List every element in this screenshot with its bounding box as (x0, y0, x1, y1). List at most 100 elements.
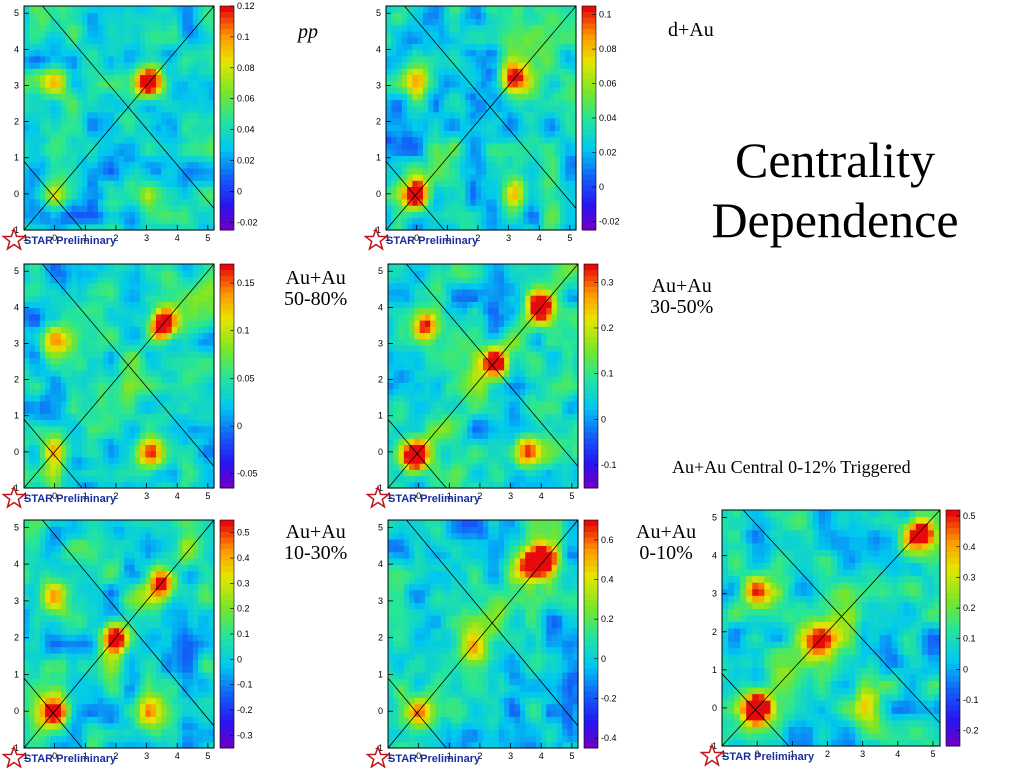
heatmap-cell (456, 344, 463, 352)
heatmap-cell (124, 86, 131, 94)
colorbar-segment (582, 6, 596, 13)
heatmap-cell (451, 369, 458, 377)
heatmap-cell (97, 407, 104, 414)
heatmap-cell (409, 413, 415, 421)
heatmap-cell (171, 301, 178, 309)
heatmap-cell (34, 12, 41, 20)
heatmap-cell (570, 18, 577, 26)
heatmap-cell (150, 130, 157, 138)
heatmap-cell (177, 149, 183, 156)
heatmap-cell (403, 357, 410, 365)
heatmap-cell (444, 99, 450, 107)
heatmap-cell (446, 270, 452, 278)
heatmap-cell (560, 93, 567, 100)
heatmap-cell (393, 481, 400, 489)
heatmap-cell (544, 198, 551, 206)
heatmap-cell (76, 161, 83, 169)
heatmap-cell (92, 388, 99, 396)
heatmap-cell (97, 68, 104, 76)
heatmap-cell (449, 149, 456, 156)
heatmap-cell (29, 456, 36, 464)
colorbar-segment (582, 151, 596, 158)
heatmap-cell (512, 198, 519, 206)
heatmap-cell (504, 276, 510, 284)
heatmap-cell (198, 400, 205, 408)
heatmap-cell (517, 155, 524, 163)
heatmap-cell (24, 155, 30, 163)
heatmap-cell (477, 475, 484, 483)
heatmap-cell (29, 481, 36, 489)
heatmap-cell (560, 12, 567, 20)
heatmap-cell (451, 295, 458, 302)
heatmap-cell (24, 167, 30, 175)
heatmap-cell (424, 332, 431, 340)
heatmap-cell (203, 413, 210, 421)
heatmap-cell (386, 74, 392, 82)
heatmap-cell (92, 481, 99, 489)
heatmap-cell (472, 344, 479, 352)
heatmap-cell (554, 136, 561, 144)
heatmap-cell (76, 198, 83, 206)
heatmap-cell (140, 282, 146, 290)
heatmap-cell (412, 62, 419, 69)
heatmap-cell (76, 118, 83, 125)
heatmap-cell (454, 105, 461, 113)
heatmap-cell (528, 24, 535, 32)
heatmap-cell (97, 376, 104, 383)
heatmap-cell (92, 180, 99, 188)
heatmap-cell (129, 481, 136, 489)
heatmap-cell (24, 394, 30, 402)
heatmap-cell (412, 49, 419, 57)
heatmap-cell (422, 136, 429, 144)
heatmap-cell (171, 351, 178, 358)
heatmap-cell (82, 388, 88, 396)
heatmap-cell (203, 425, 210, 433)
heatmap-cell (391, 155, 398, 163)
heatmap-cell (55, 68, 62, 76)
heatmap-cell (97, 167, 104, 175)
heatmap-cell (103, 276, 110, 284)
heatmap-cell (187, 276, 194, 284)
heatmap-cell (71, 12, 78, 20)
heatmap-cell (29, 326, 36, 334)
heatmap-cell (82, 270, 88, 278)
colorbar-segment (582, 129, 596, 136)
heatmap-cell (454, 217, 461, 225)
heatmap-cell (539, 43, 545, 51)
heatmap-cell (161, 30, 168, 38)
heatmap-cell (97, 307, 104, 315)
heatmap-cell (481, 68, 487, 76)
heatmap-cell (145, 142, 152, 150)
heatmap-cell (493, 475, 500, 483)
heatmap-cell (517, 6, 524, 13)
heatmap-cell (134, 282, 141, 290)
heatmap-cell (396, 86, 403, 94)
heatmap-cell (119, 192, 125, 200)
colorbar-segment (220, 17, 234, 24)
heatmap-cell (198, 326, 205, 334)
heatmap-cell (45, 301, 51, 309)
heatmap-cell (113, 12, 120, 20)
heatmap-cell (82, 93, 88, 100)
heatmap-cell (124, 124, 131, 132)
heatmap-cell (108, 463, 115, 470)
heatmap-cell (470, 161, 477, 169)
heatmap-cell (55, 326, 62, 334)
heatmap-cell (50, 295, 57, 302)
heatmap-cell (177, 6, 183, 13)
heatmap-cell (97, 463, 104, 470)
heatmap-cell (483, 288, 489, 296)
heatmap-cell (533, 6, 540, 13)
heatmap-cell (103, 18, 110, 26)
heatmap-cell (486, 192, 493, 200)
heatmap-cell (71, 270, 78, 278)
heatmap-cell (440, 413, 447, 421)
heatmap-cell (444, 124, 450, 132)
heatmap-cell (124, 149, 131, 156)
heatmap-cell (449, 68, 456, 76)
heatmap-cell (498, 394, 505, 402)
heatmap-cell (39, 444, 46, 452)
heatmap-cell (76, 444, 83, 452)
heatmap-cell (435, 276, 442, 284)
heatmap-cell (412, 118, 419, 125)
